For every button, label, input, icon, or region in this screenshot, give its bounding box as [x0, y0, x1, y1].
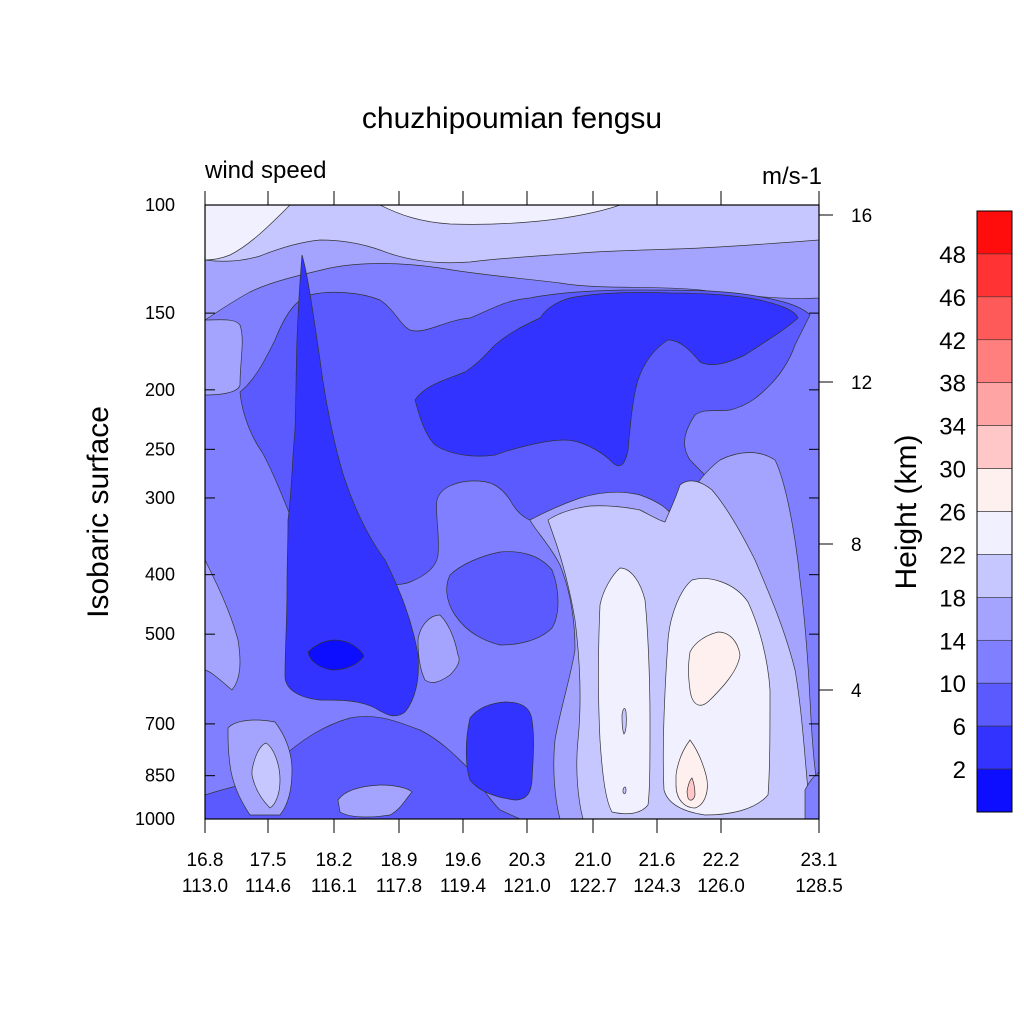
- contour-a4a4-left2: [205, 559, 241, 691]
- contour-3333-left: [284, 254, 419, 717]
- y-axis-title: Isobaric surface: [82, 406, 115, 618]
- colorbar-swatch: [976, 382, 1013, 426]
- y-tick-label: 400: [145, 565, 175, 585]
- chart-title: chuzhipoumian fengsu: [362, 102, 662, 135]
- colorbar-label: 46: [939, 285, 966, 312]
- colorbar-swatch: [976, 296, 1013, 341]
- colorbar-swatch: [976, 725, 1013, 770]
- right-axis-title: Height (km): [890, 434, 923, 589]
- x-tick-label-lat: 21.0: [575, 850, 612, 871]
- contour-fff0-bottom: [675, 739, 708, 809]
- colorbar-swatch: [976, 210, 1013, 255]
- colorbar-swatch: [976, 253, 1013, 298]
- units-label: m/s-1: [762, 163, 822, 190]
- contour-a4a4-left: [205, 319, 243, 396]
- contour-a4a4-bottom: [337, 784, 413, 818]
- contour-f0f0-top: [205, 205, 291, 261]
- x-tick-label-lon: 113.0: [182, 876, 228, 897]
- colorbar-swatch: [976, 639, 1013, 684]
- contour-a4a4-mid: [417, 614, 460, 683]
- contour-small-loop-1: [621, 708, 627, 735]
- colorbar-label: 34: [939, 414, 966, 441]
- x-tick-label-lat: 22.2: [703, 850, 740, 871]
- colorbar-swatch: [976, 339, 1013, 384]
- colorbar-swatch: [976, 597, 1013, 641]
- y-tick-label: 100: [145, 195, 175, 215]
- colorbar-swatch: [976, 425, 1013, 469]
- contour-c7c7-bottomleft: [251, 742, 281, 809]
- right-tick-label: 8: [851, 535, 862, 556]
- plot-frame: [204, 204, 820, 820]
- colorbar-label: 26: [939, 500, 966, 527]
- x-tick-label-lon: 114.6: [245, 876, 291, 897]
- contour-fff0-right: [688, 631, 741, 706]
- y-tick-label: 500: [145, 624, 175, 644]
- x-tick-label-lon: 119.4: [440, 876, 487, 897]
- left-string: wind speed: [204, 157, 326, 184]
- x-tick-label-lat: 17.5: [250, 850, 287, 871]
- contour-3333-bottom: [465, 701, 534, 801]
- y-tick-label: 150: [145, 303, 175, 323]
- colorbar-label: 6: [953, 714, 966, 741]
- x-tick-label-lat: 18.9: [381, 850, 418, 871]
- colorbar-label: 14: [939, 628, 966, 655]
- colorbar-label: 42: [939, 328, 966, 355]
- colorbar-label: 30: [939, 457, 966, 484]
- x-tick-label-lon: 126.0: [697, 876, 745, 897]
- y-tick-label: 1000: [135, 809, 175, 829]
- colorbar-swatch: [976, 682, 1013, 727]
- contour-f0f0-top2: [379, 205, 621, 225]
- contour-f0f0-right: [598, 567, 651, 815]
- plot-border: [204, 204, 820, 820]
- right-axis-ticks: 16 12 8 4: [819, 206, 872, 702]
- x-tick-label-lat: 20.3: [509, 850, 546, 871]
- y-tick-label: 850: [145, 766, 175, 786]
- colorbar-swatch: [976, 511, 1013, 555]
- x-tick-label-lat: 18.2: [316, 850, 353, 871]
- x-tick-label-lon: 122.7: [569, 876, 617, 897]
- contour-c7c7-top: [205, 205, 819, 264]
- contour-0d0d-core: [307, 639, 365, 671]
- contour-field: [205, 205, 819, 819]
- contour-small-loop-2: [622, 786, 627, 795]
- right-tick-label: 16: [851, 206, 872, 227]
- colorbar-label: 10: [939, 671, 966, 698]
- y-tick-label: 700: [145, 714, 175, 734]
- x-tick-label-lon: 116.1: [311, 876, 357, 897]
- x-tick-label-lon: 124.3: [633, 876, 681, 897]
- colorbar-label: 22: [939, 542, 966, 569]
- contour-ffc7-bottom: [686, 777, 696, 801]
- y-tick-label: 250: [145, 439, 175, 459]
- y-tick-label: 200: [145, 380, 175, 400]
- y-axis-ticks: 100 150 200 250 300 400 500 700 850 1000: [135, 195, 819, 829]
- colorbar-label: 18: [939, 585, 966, 612]
- colorbar-label: 38: [939, 371, 966, 398]
- colorbar-swatch: [976, 554, 1013, 598]
- x-axis-ticks: 16.8 113.0 17.5 114.6 18.2 116.1 18.9 117.8 19.6…: [182, 191, 843, 897]
- y-tick-label: 300: [145, 488, 175, 508]
- x-tick-label-lat: 21.6: [639, 850, 676, 871]
- colorbar-swatch: [976, 768, 1013, 813]
- contour-3333-top: [414, 292, 799, 467]
- colorbar: 48 46 42 38 34 30 26 22 18 14 10 6 2: [939, 210, 1013, 813]
- contour-5a5a-mid: [446, 551, 559, 646]
- x-tick-label-lon: 121.0: [503, 876, 551, 897]
- x-tick-label-lon: 128.5: [795, 876, 843, 897]
- right-tick-label: 4: [851, 681, 862, 702]
- colorbar-label: 48: [939, 242, 966, 269]
- x-tick-label-lat: 23.1: [801, 850, 838, 871]
- colorbar-label: 2: [953, 757, 966, 784]
- colorbar-border: [976, 210, 1013, 813]
- x-tick-label-lat: 16.8: [187, 850, 224, 871]
- right-tick-label: 12: [851, 373, 872, 394]
- colorbar-swatch: [976, 468, 1013, 512]
- x-tick-label-lat: 19.6: [445, 850, 482, 871]
- x-tick-label-lon: 117.8: [376, 876, 422, 897]
